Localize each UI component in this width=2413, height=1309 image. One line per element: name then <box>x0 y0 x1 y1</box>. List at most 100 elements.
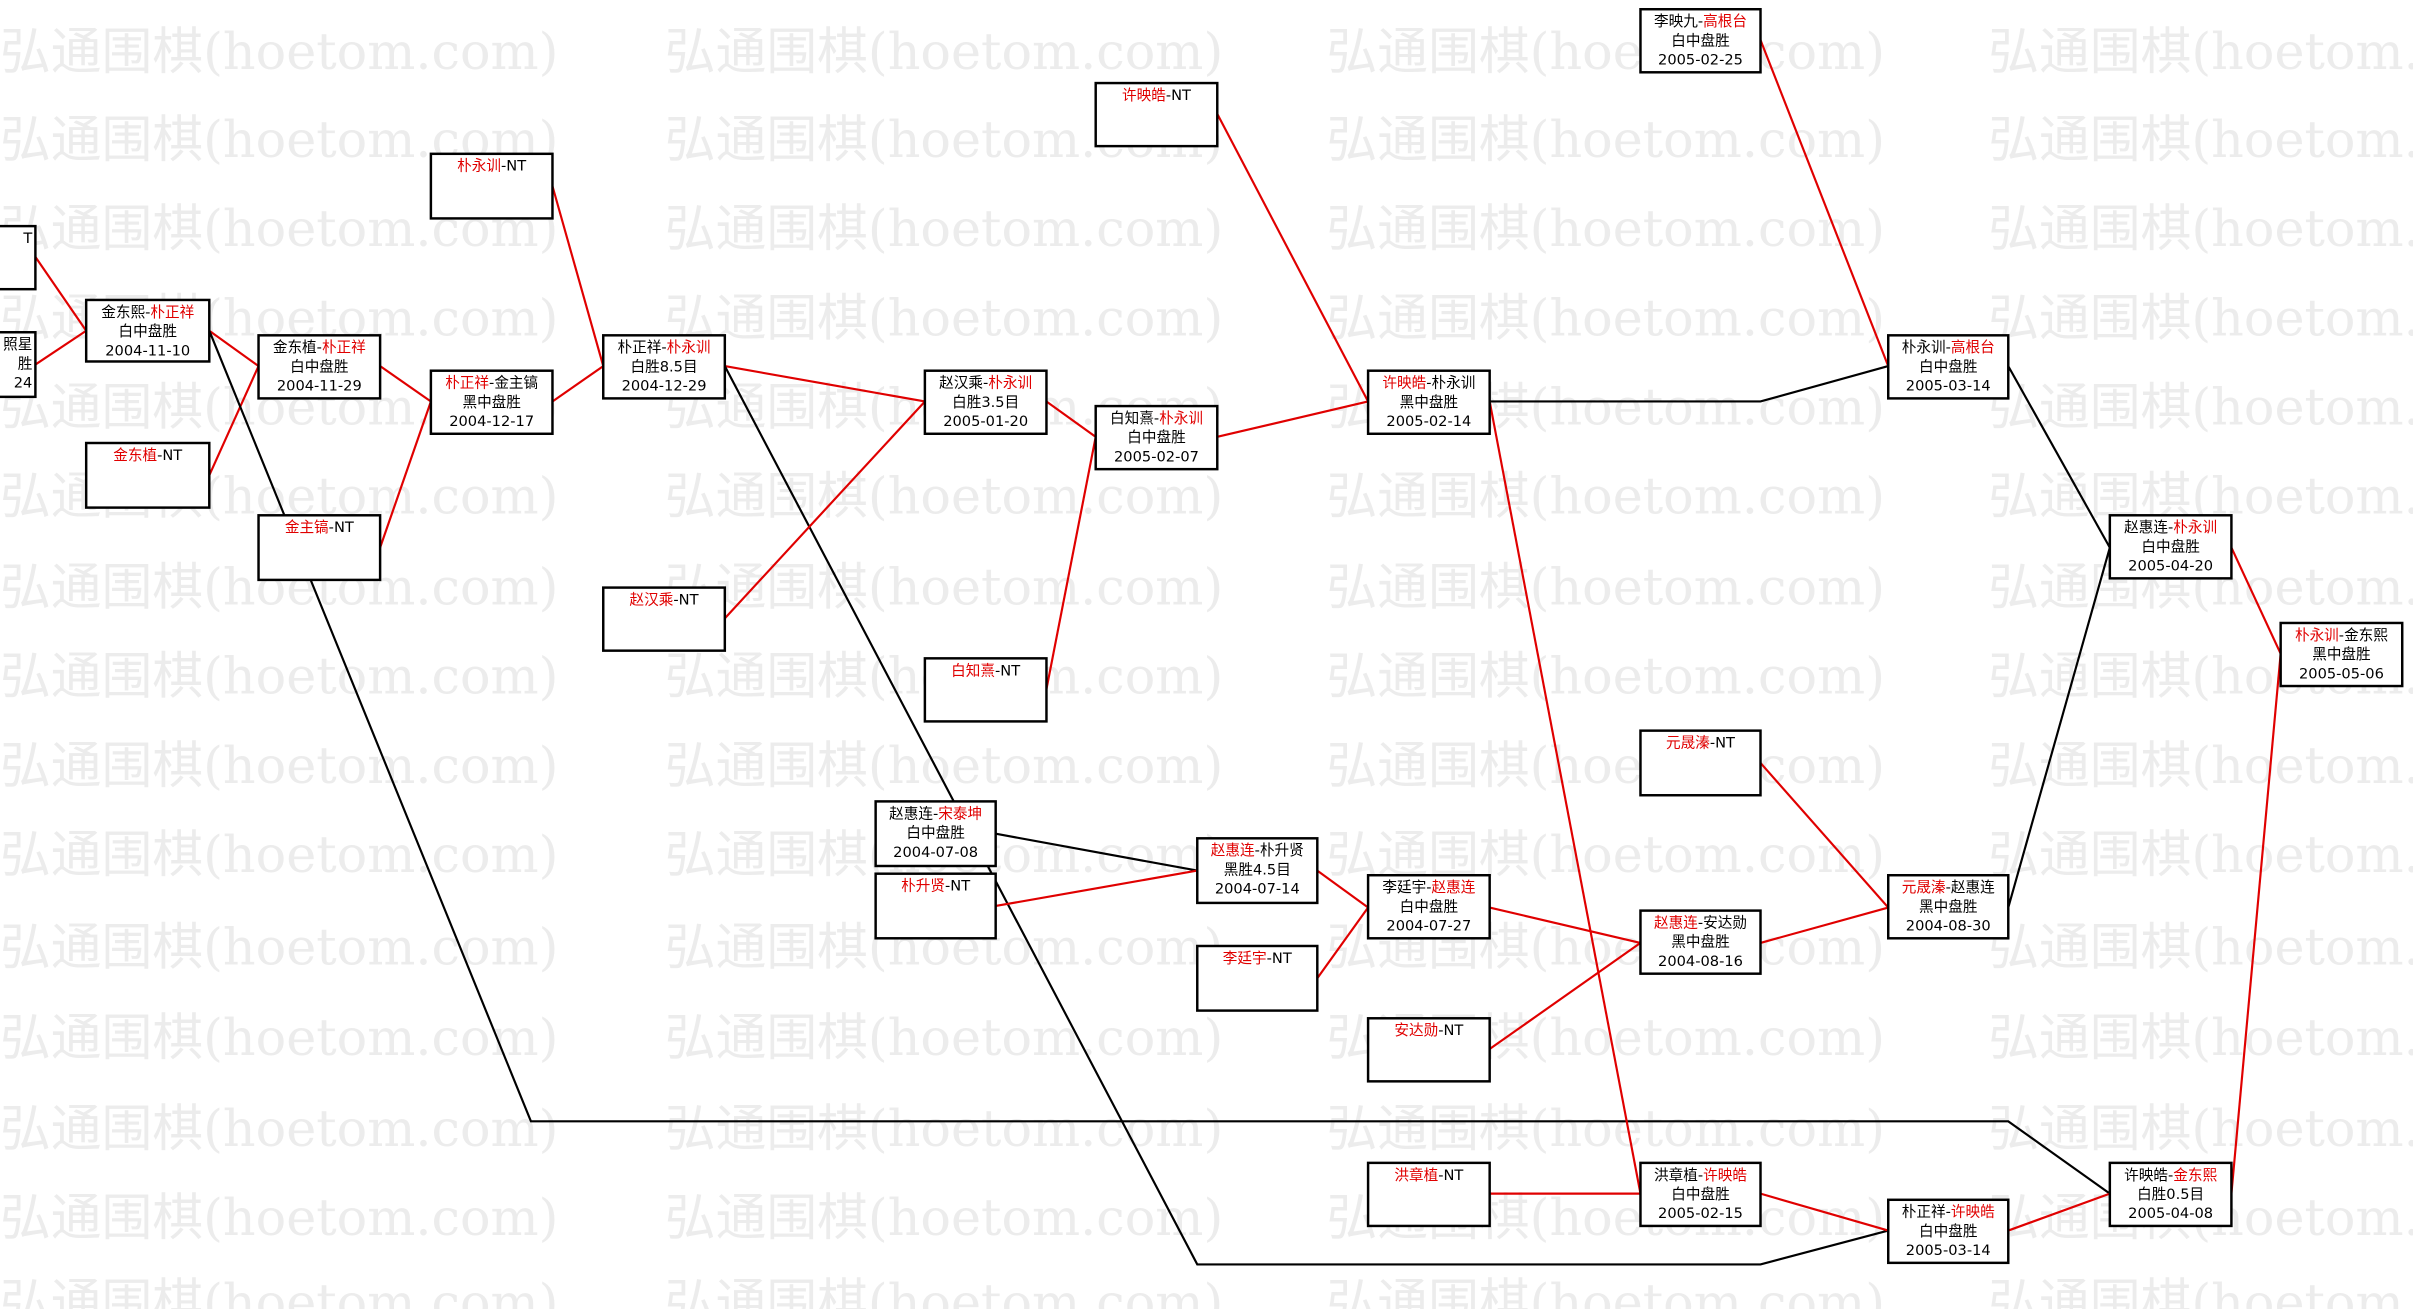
match-title: 元晟溱-赵惠连 <box>1902 879 1995 896</box>
player-name: - <box>1426 879 1431 896</box>
connector <box>2007 547 2111 908</box>
match-title: 朴正祥-朴永训 <box>618 339 711 356</box>
player-name: 宋泰坤 <box>938 805 982 822</box>
player-name: 赵惠连 <box>1654 915 1698 932</box>
player-name: - <box>661 339 666 356</box>
match-date: 2005-02-07 <box>1114 448 1199 465</box>
match-title: 李廷宇-NT <box>1223 950 1292 967</box>
match-title: 许映皓-朴永训 <box>1382 375 1475 392</box>
player-name: 朴正祥 <box>150 304 194 321</box>
watermark-text: 弘通围棋(hoetom.com) <box>0 647 558 706</box>
match-box <box>602 334 727 400</box>
player-name: - <box>1946 339 1951 356</box>
player-name: 李映九 <box>1654 13 1698 30</box>
match-node: 安达勋-NT <box>1366 1017 1491 1083</box>
match-title: 赵汉乘-NT <box>630 592 699 609</box>
match-box <box>257 514 382 582</box>
match-title: 金主镐-NT <box>285 519 354 536</box>
connector <box>724 400 926 620</box>
player-name: - <box>1698 915 1703 932</box>
player-name: -NT <box>1438 1022 1463 1039</box>
player-name: 许映皓 <box>1122 87 1166 104</box>
match-title: 金东植-NT <box>113 447 182 464</box>
watermark-text: 弘通围棋(hoetom.com) <box>1327 1099 1885 1158</box>
match-result: 胜 <box>18 355 33 372</box>
match-box <box>84 298 211 363</box>
match-result: 白中盘胜 <box>1400 897 1459 915</box>
connector <box>1759 39 1890 367</box>
connector <box>1759 762 1890 909</box>
player-name: - <box>1255 842 1260 859</box>
match-node: 许映皓-NT <box>1094 81 1219 148</box>
player-name: 朴永训 <box>1159 410 1203 427</box>
match-box <box>84 441 211 509</box>
match-title: 李廷宇-赵惠连 <box>1382 879 1475 896</box>
connector <box>2007 1192 2111 1232</box>
match-date: 2004-08-16 <box>1658 953 1743 970</box>
watermark-text: 弘通围棋(hoetom.com) <box>1327 110 1885 169</box>
watermark-text: 弘通围棋(hoetom.com) <box>1327 1273 1885 1309</box>
watermark-text: 弘通围棋(hoetom.com) <box>0 1273 558 1309</box>
connector <box>551 365 604 403</box>
node-layer: T照星胜24金东熙-朴正祥白中盘胜2004-11-10金东植-NT金东植-朴正祥… <box>0 7 2404 1265</box>
match-title: 金东熙-朴正祥 <box>101 304 194 321</box>
match-title: 金东植-朴正祥 <box>273 339 366 356</box>
player-name: 朴升贤 <box>901 878 945 895</box>
connector <box>208 330 2111 1195</box>
watermark-text: 弘通围棋(hoetom.com) <box>665 288 1223 347</box>
player-name: 朴永训 <box>457 158 501 175</box>
match-box <box>1094 404 1219 471</box>
match-box <box>1887 334 2010 400</box>
match-node: 朴永训-NT <box>429 152 554 220</box>
player-name: -NT <box>1438 1167 1463 1184</box>
player-name: - <box>1946 1204 1951 1221</box>
player-name: 赵惠连 <box>1211 842 1255 859</box>
player-name: 许映皓 <box>1703 1167 1747 1184</box>
watermark-text: 弘通围棋(hoetom.com) <box>1988 1273 2413 1309</box>
match-result: 黑中盘胜 <box>462 393 521 411</box>
watermark-text: 弘通围棋(hoetom.com) <box>1988 1008 2413 1067</box>
match-date: 2005-05-06 <box>2299 665 2384 682</box>
player-name: 白知熹 <box>951 662 995 679</box>
match-title: 朴正祥-金主镐 <box>445 375 538 392</box>
connector <box>1045 400 1097 438</box>
player-name: 金主镐 <box>285 519 329 536</box>
player-name: 金东熙 <box>2344 627 2388 644</box>
player-name: T <box>22 230 32 247</box>
match-box <box>1366 1017 1491 1083</box>
player-name: 朴永训 <box>667 339 711 356</box>
watermark-text: 弘通围棋(hoetom.com) <box>1327 199 1885 258</box>
player-name: 金东熙 <box>2173 1167 2217 1184</box>
match-date: 2005-02-25 <box>1658 52 1743 69</box>
match-box <box>923 657 1048 723</box>
match-date: 2004-11-10 <box>105 342 190 359</box>
player-name: 朴永训 <box>1902 339 1946 356</box>
player-name: -NT <box>995 662 1020 679</box>
connector <box>995 869 1198 908</box>
match-title: 许映皓-金东熙 <box>2124 1167 2217 1184</box>
player-name: -NT <box>1166 87 1191 104</box>
player-name: -NT <box>945 878 970 895</box>
match-result: 白中盘胜 <box>906 824 965 842</box>
watermark-text: 弘通围棋(hoetom.com) <box>665 1099 1223 1158</box>
match-date: 2004-07-08 <box>893 844 978 861</box>
connector <box>551 185 605 367</box>
player-name: 赵汉乘 <box>939 375 983 392</box>
player-name: - <box>1698 13 1703 30</box>
match-box <box>1366 873 1491 940</box>
match-title: 安达勋-NT <box>1394 1022 1463 1039</box>
match-box <box>1887 1198 2010 1265</box>
watermark-text: 弘通围棋(hoetom.com) <box>0 1188 558 1247</box>
match-box <box>923 369 1048 436</box>
match-node: 金主镐-NT <box>257 514 382 582</box>
connector <box>1316 906 1369 979</box>
match-result: 黑中盘胜 <box>1671 933 1730 951</box>
